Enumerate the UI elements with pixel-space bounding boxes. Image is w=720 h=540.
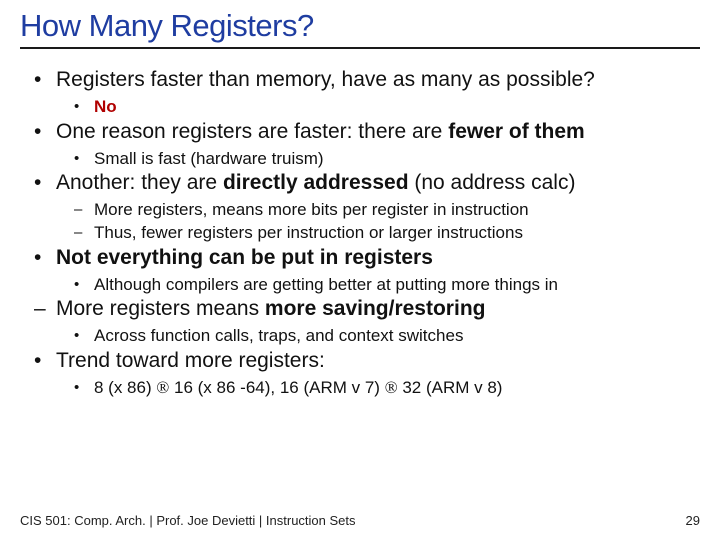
text-run: No	[94, 97, 117, 116]
bullet-lvl1: Trend toward more registers:	[34, 348, 700, 375]
bullet-text: One reason registers are faster: there a…	[34, 119, 700, 146]
text-run: ®	[156, 378, 169, 397]
text-run: Small is fast (hardware truism)	[94, 149, 324, 168]
bullet-text: More registers, means more bits per regi…	[74, 199, 700, 221]
bullet-text: More registers means more saving/restori…	[34, 296, 700, 323]
bullet-lvl2: Across function calls, traps, and contex…	[74, 325, 700, 347]
bullet-lvl1: Not everything can be put in registers	[34, 245, 700, 272]
text-run: Although compilers are getting better at…	[94, 275, 558, 294]
bullet-text: Small is fast (hardware truism)	[74, 148, 700, 170]
bullet-text: Across function calls, traps, and contex…	[74, 325, 700, 347]
sub-list: Although compilers are getting better at…	[34, 274, 700, 296]
bullet-text: Registers faster than memory, have as ma…	[34, 67, 700, 94]
bullet-lvl2: Small is fast (hardware truism)	[74, 148, 700, 170]
sub-list: Small is fast (hardware truism)	[34, 148, 700, 170]
bullet-text: Thus, fewer registers per instruction or…	[74, 222, 700, 244]
text-run: 32 (ARM v 8)	[398, 378, 503, 397]
text-run: directly addressed	[223, 171, 409, 194]
sub-list: Across function calls, traps, and contex…	[34, 325, 700, 347]
bullet-lvl2: 8 (x 86) ® 16 (x 86 -64), 16 (ARM v 7) ®…	[74, 377, 700, 399]
slide-body: Registers faster than memory, have as ma…	[20, 67, 700, 399]
bullet-text: Trend toward more registers:	[34, 348, 700, 375]
text-run: more saving/restoring	[265, 297, 486, 320]
bullet-text: No	[74, 96, 700, 118]
sub-list: More registers, means more bits per regi…	[34, 199, 700, 244]
text-run: Registers faster than memory, have as ma…	[56, 68, 595, 91]
sub-list: 8 (x 86) ® 16 (x 86 -64), 16 (ARM v 7) ®…	[34, 377, 700, 399]
text-run: ®	[385, 378, 398, 397]
text-run: More registers, means more bits per regi…	[94, 200, 529, 219]
footer-page-number: 29	[686, 513, 700, 528]
slide-footer: CIS 501: Comp. Arch. | Prof. Joe Deviett…	[20, 513, 700, 528]
text-run: Across function calls, traps, and contex…	[94, 326, 463, 345]
bullet-text: Although compilers are getting better at…	[74, 274, 700, 296]
bullet-lvl2: More registers, means more bits per regi…	[74, 199, 700, 221]
text-run: fewer of them	[448, 120, 585, 143]
text-run: Not everything can be put in registers	[56, 246, 433, 269]
bullet-lvl2: Although compilers are getting better at…	[74, 274, 700, 296]
bullet-lvl2: Thus, fewer registers per instruction or…	[74, 222, 700, 244]
text-run: One reason registers are faster: there a…	[56, 120, 448, 143]
bullet-text: 8 (x 86) ® 16 (x 86 -64), 16 (ARM v 7) ®…	[74, 377, 700, 399]
text-run: More registers means	[56, 297, 265, 320]
text-run: Another: they are	[56, 171, 223, 194]
text-run: (no address calc)	[409, 171, 576, 194]
text-run: 8 (x 86)	[94, 378, 156, 397]
bullet-lvl1: One reason registers are faster: there a…	[34, 119, 700, 146]
slide-title: How Many Registers?	[20, 8, 700, 49]
sub-list: No	[34, 96, 700, 118]
bullet-text: Not everything can be put in registers	[34, 245, 700, 272]
bullet-lvl2: No	[74, 96, 700, 118]
text-run: Trend toward more registers:	[56, 349, 325, 372]
bullet-lvl1: Registers faster than memory, have as ma…	[34, 67, 700, 94]
bullet-lvl1: More registers means more saving/restori…	[34, 296, 700, 323]
bullet-text: Another: they are directly addressed (no…	[34, 170, 700, 197]
footer-left: CIS 501: Comp. Arch. | Prof. Joe Deviett…	[20, 513, 356, 528]
text-run: 16 (x 86 -64), 16 (ARM v 7)	[169, 378, 384, 397]
bullet-lvl1: Another: they are directly addressed (no…	[34, 170, 700, 197]
text-run: Thus, fewer registers per instruction or…	[94, 223, 523, 242]
